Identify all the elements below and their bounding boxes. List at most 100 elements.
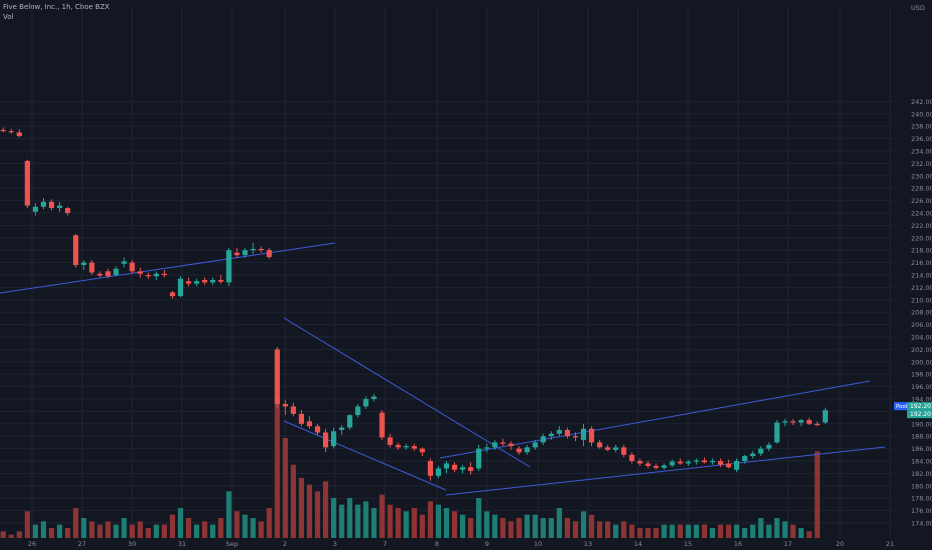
price-tag-value: 192.20 bbox=[910, 403, 931, 410]
price-tick-label: 220.00 bbox=[911, 234, 932, 242]
price-tag-value-secondary: 192.20 bbox=[910, 411, 931, 418]
volume-bar bbox=[395, 508, 401, 538]
candle-body bbox=[298, 413, 305, 424]
candle-body bbox=[532, 442, 538, 448]
volume-bar bbox=[709, 528, 716, 538]
volume-bar bbox=[210, 524, 216, 538]
volume-bar bbox=[588, 514, 595, 538]
volume-bar bbox=[371, 508, 377, 538]
volume-bar bbox=[161, 524, 167, 538]
volume-bar bbox=[48, 528, 55, 538]
candle-body bbox=[331, 431, 337, 447]
price-tick-label: 226.00 bbox=[911, 197, 932, 205]
volume-bar bbox=[137, 521, 143, 538]
candle-body bbox=[314, 426, 321, 433]
candle-body bbox=[339, 427, 345, 430]
candle-body bbox=[73, 235, 79, 266]
price-tick-label: 240.00 bbox=[911, 110, 932, 118]
volume-bar bbox=[194, 524, 200, 538]
volume-bar bbox=[226, 491, 232, 538]
price-tick-label: 210.00 bbox=[911, 296, 932, 304]
volume-bar bbox=[443, 508, 450, 538]
volume-bar bbox=[177, 508, 184, 538]
price-tag-label-box bbox=[894, 402, 907, 411]
price-axis[interactable]: 174.00 176.00 178.00 180.00 182.00 184.00 186.… bbox=[911, 4, 932, 528]
volume-bar bbox=[717, 524, 724, 538]
price-tick-label: 184.00 bbox=[911, 458, 932, 466]
candle-body bbox=[564, 430, 570, 437]
volume-bar bbox=[0, 531, 6, 538]
volume-bar bbox=[258, 521, 264, 538]
volume-bar bbox=[508, 521, 514, 538]
time-tick-label: 17 bbox=[784, 540, 792, 548]
candle-body bbox=[258, 248, 264, 251]
volume-bar bbox=[81, 518, 87, 538]
candle-body bbox=[210, 279, 216, 283]
volume-bar bbox=[185, 518, 192, 538]
candle-body bbox=[508, 443, 514, 447]
chart-title: Five Below, Inc., 1h, Cboe BZX bbox=[3, 3, 110, 11]
volume-bar bbox=[242, 514, 248, 538]
price-tick-label: 174.00 bbox=[911, 520, 932, 528]
candle-body bbox=[137, 271, 143, 274]
time-tick-label: 13 bbox=[584, 540, 592, 548]
candle-body bbox=[460, 467, 466, 470]
candle-body bbox=[492, 442, 498, 448]
volume-bar bbox=[153, 524, 159, 538]
trendline bbox=[0, 242, 336, 294]
time-axis[interactable]: 26 27 30 31 Sep 2 3 7 8 9 10 13 14 15 16 17 20 21 bbox=[28, 540, 894, 548]
price-tick-label: 218.00 bbox=[911, 247, 932, 255]
volume-bar bbox=[97, 524, 103, 538]
time-tick-label: 8 bbox=[435, 540, 439, 548]
candle-body bbox=[323, 432, 329, 448]
candle-body bbox=[395, 444, 401, 448]
candle-body bbox=[653, 465, 659, 468]
volume-bar bbox=[419, 514, 425, 538]
candle-body bbox=[234, 252, 240, 256]
candle-body bbox=[766, 444, 772, 449]
candle-body bbox=[548, 433, 554, 437]
volume-bar bbox=[24, 511, 30, 538]
candle-body bbox=[371, 396, 377, 399]
candle-body bbox=[750, 453, 756, 457]
volume-bar bbox=[790, 524, 796, 538]
volume-bar bbox=[806, 531, 812, 538]
volume-bar bbox=[564, 518, 570, 538]
candle-body bbox=[89, 262, 95, 273]
volume-bar bbox=[645, 528, 651, 538]
candle-body bbox=[363, 399, 369, 407]
time-tick-label: 21 bbox=[886, 540, 894, 548]
price-tick-label: 178.00 bbox=[911, 495, 932, 503]
price-tick-label: 232.00 bbox=[911, 160, 932, 168]
candles bbox=[0, 127, 828, 481]
trendline bbox=[439, 380, 871, 459]
candle-body bbox=[588, 428, 595, 443]
volume-bar bbox=[556, 508, 562, 538]
candle-body bbox=[105, 271, 111, 277]
volume-bar bbox=[314, 491, 321, 538]
time-tick-label: 2 bbox=[283, 540, 287, 548]
grid bbox=[0, 6, 893, 538]
candle-body bbox=[451, 464, 458, 470]
candle-body bbox=[169, 292, 176, 297]
price-tick-label: 234.00 bbox=[911, 148, 932, 156]
candle-body bbox=[24, 160, 30, 206]
candle-body bbox=[774, 422, 780, 443]
volume-bar bbox=[814, 451, 820, 538]
volume-bar bbox=[726, 524, 732, 538]
candle-body bbox=[403, 446, 409, 448]
volume-bar bbox=[234, 511, 240, 538]
volume-bar bbox=[516, 518, 522, 538]
candle-body bbox=[597, 442, 603, 448]
candle-body bbox=[290, 406, 296, 414]
time-tick-label: 30 bbox=[128, 540, 136, 548]
candle-body bbox=[782, 421, 788, 423]
price-tick-label: 242.00 bbox=[911, 98, 932, 106]
price-tick-label: 222.00 bbox=[911, 222, 932, 230]
volume-bar bbox=[427, 501, 433, 538]
candle-body bbox=[556, 430, 562, 434]
volume-bar bbox=[782, 521, 788, 538]
volume-bar bbox=[774, 518, 780, 538]
volume-bar bbox=[758, 518, 764, 538]
